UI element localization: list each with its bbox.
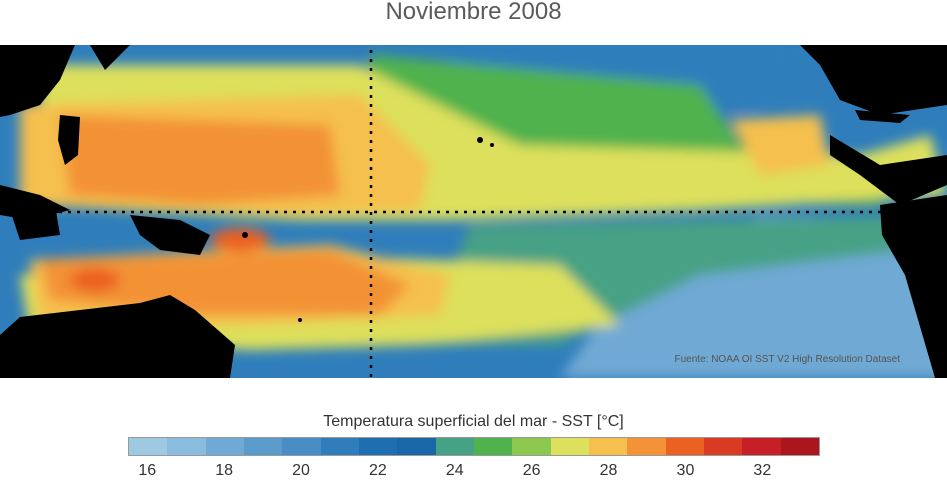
colorbar-swatch-0 — [129, 438, 168, 455]
hot-spot-2 — [70, 268, 120, 292]
colorbar-swatch-14 — [665, 438, 704, 455]
colorbar-tick-label: 30 — [676, 462, 695, 479]
colorbar-swatch-10 — [512, 438, 551, 455]
colorbar-swatch-8 — [435, 438, 474, 455]
hot-spot-1 — [210, 228, 270, 252]
cuba-land — [855, 110, 910, 123]
colorbar-tick-label: 20 — [292, 462, 310, 479]
new-guinea-land — [130, 215, 210, 255]
colorbar-tick-label: 26 — [522, 462, 541, 479]
land-masses — [0, 45, 947, 378]
colorbar-tick-label: 22 — [368, 462, 387, 479]
warm-pool-south-core — [40, 250, 410, 315]
colorbar-label: Temperatura superficial del mar - SST [°… — [323, 413, 624, 430]
colorbar-swatch-17 — [780, 438, 819, 455]
colorbar-swatch-2 — [205, 438, 244, 455]
east-warm-spot — [730, 115, 830, 175]
colorbar-swatch-16 — [742, 438, 781, 455]
colorbar-tick-label: 24 — [445, 462, 464, 479]
north-america-land — [800, 45, 947, 115]
colorbar-tick-label: 16 — [138, 462, 157, 479]
sst-map: Fuente: NOAA OI SST V2 High Resolution D… — [0, 45, 947, 378]
south-america-land — [880, 195, 947, 378]
colorbar-swatch-4 — [282, 438, 321, 455]
colorbar-swatch-3 — [243, 438, 283, 455]
colorbar-swatch-9 — [473, 438, 513, 455]
chart-title: Noviembre 2008 — [385, 0, 562, 25]
warm-pool-west — [60, 115, 340, 205]
colorbar-ticks: 16 18 20 22 24 26 28 30 32 — [128, 462, 820, 480]
australia-land — [0, 295, 235, 378]
colorbar-tick-label: 18 — [215, 462, 234, 479]
colorbar-swatch-15 — [703, 438, 743, 455]
japan-land — [90, 45, 130, 70]
borneo-land — [10, 205, 60, 240]
philippines-land — [58, 115, 80, 165]
colorbar-swatch-5 — [320, 438, 359, 455]
colorbar-swatch-1 — [167, 438, 206, 455]
colorbar-swatch-13 — [627, 438, 666, 455]
source-attribution: Fuente: NOAA OI SST V2 High Resolution D… — [675, 354, 901, 365]
colorbar — [128, 437, 820, 456]
asia-land — [0, 45, 75, 117]
colorbar-tick-label: 32 — [753, 462, 772, 479]
colorbar-swatch-7 — [397, 438, 436, 455]
colorbar-swatch-6 — [358, 438, 398, 455]
colorbar-swatch-11 — [550, 438, 589, 455]
colorbar-swatch-12 — [588, 438, 628, 455]
central-america-land — [830, 135, 947, 205]
colorbar-tick-label: 28 — [599, 462, 618, 479]
